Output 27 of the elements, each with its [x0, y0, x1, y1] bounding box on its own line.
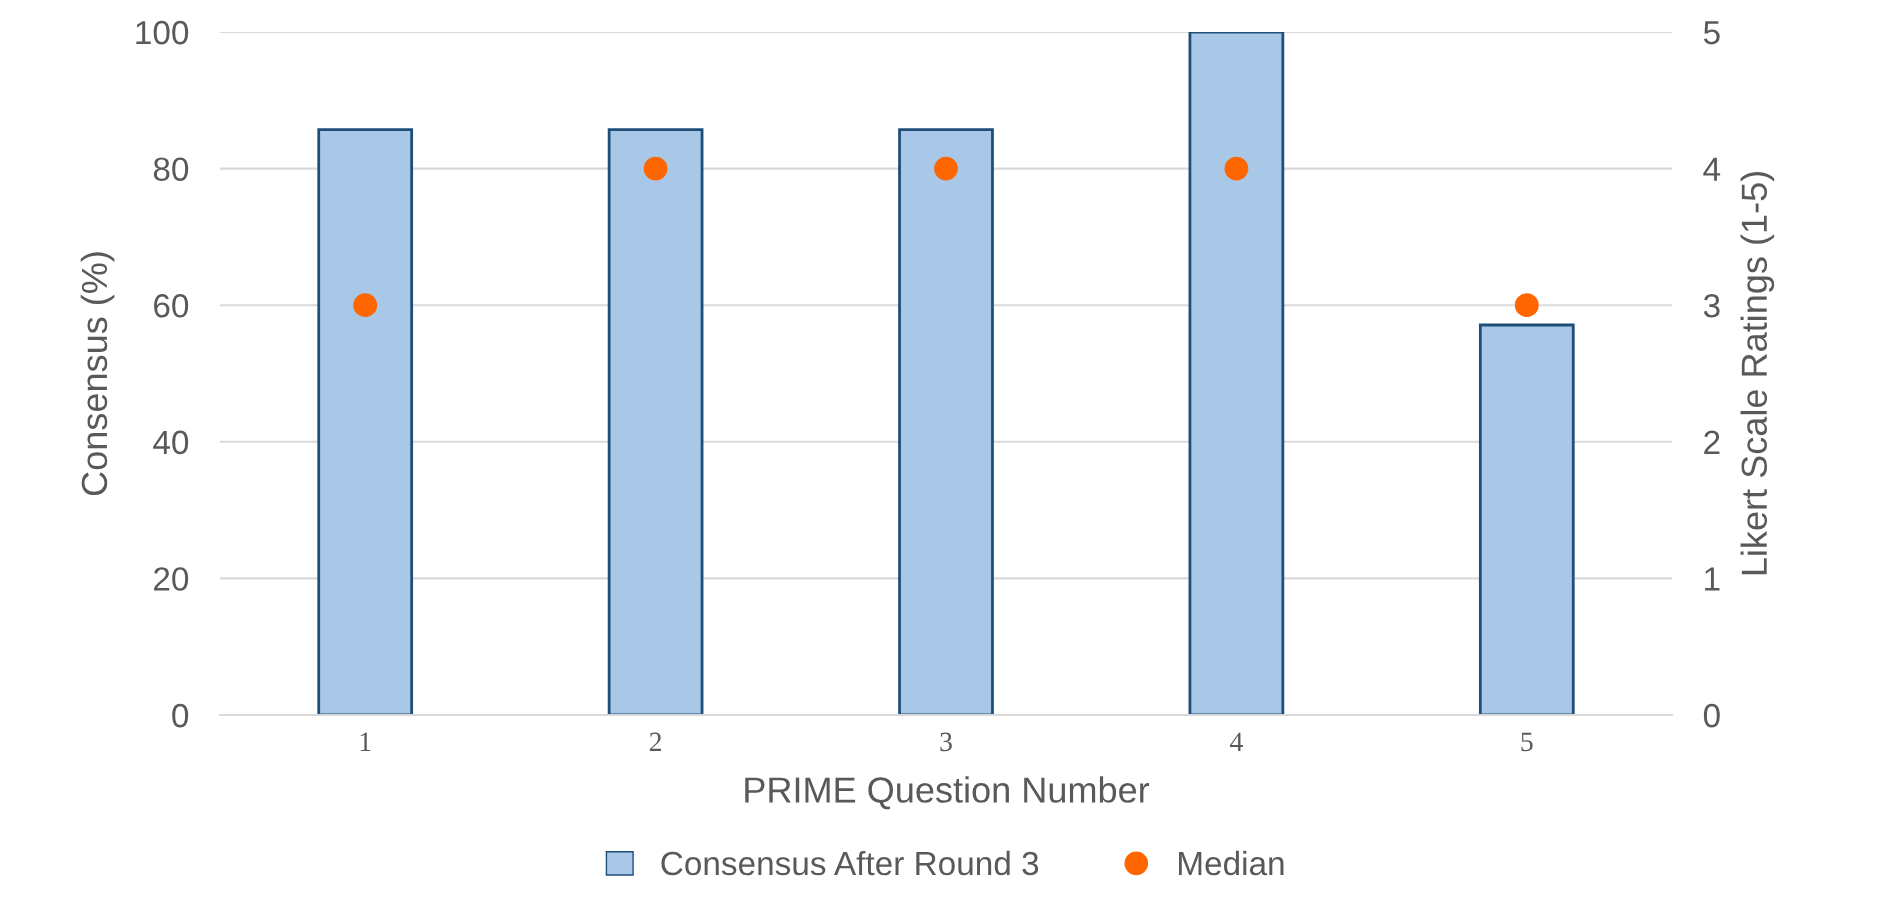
y2-tick-label: 1 [1705, 567, 1720, 591]
y2-tick-label: 0 [1703, 703, 1720, 728]
x-tick-label: 3 [940, 732, 952, 752]
y-axis-title: Consensus (%) [80, 252, 115, 496]
bar [898, 128, 994, 715]
y-tick-label: 100 [136, 20, 189, 45]
y2-tick-label: 3 [1703, 294, 1720, 318]
x-axis-title: PRIME Question Number [745, 776, 1150, 810]
y2-tick-label: 5 [1703, 21, 1720, 45]
y-tick-label: 40 [153, 430, 189, 455]
y-tick-label: 60 [154, 294, 189, 318]
bar [1478, 323, 1575, 715]
x-tick-label: 5 [1521, 732, 1533, 752]
legend-label: Median [1179, 850, 1284, 876]
legend-label: Consensus After Round 3 [661, 850, 1039, 876]
y2-tick-label: 2 [1704, 430, 1720, 454]
y2-axis-title: Likert Scale Ratings (1-5) [1740, 172, 1775, 575]
bar [607, 128, 704, 715]
y-tick-label: 0 [172, 703, 189, 728]
bar [317, 128, 414, 715]
x-tick-label: 2 [649, 732, 662, 751]
y-tick-label: 80 [153, 157, 189, 182]
x-tick-label: 4 [1230, 732, 1243, 751]
bar [1188, 32, 1285, 715]
y-tick-label: 20 [154, 567, 189, 591]
y2-tick-label: 4 [1703, 157, 1721, 181]
x-tick-label: 1 [360, 732, 371, 751]
